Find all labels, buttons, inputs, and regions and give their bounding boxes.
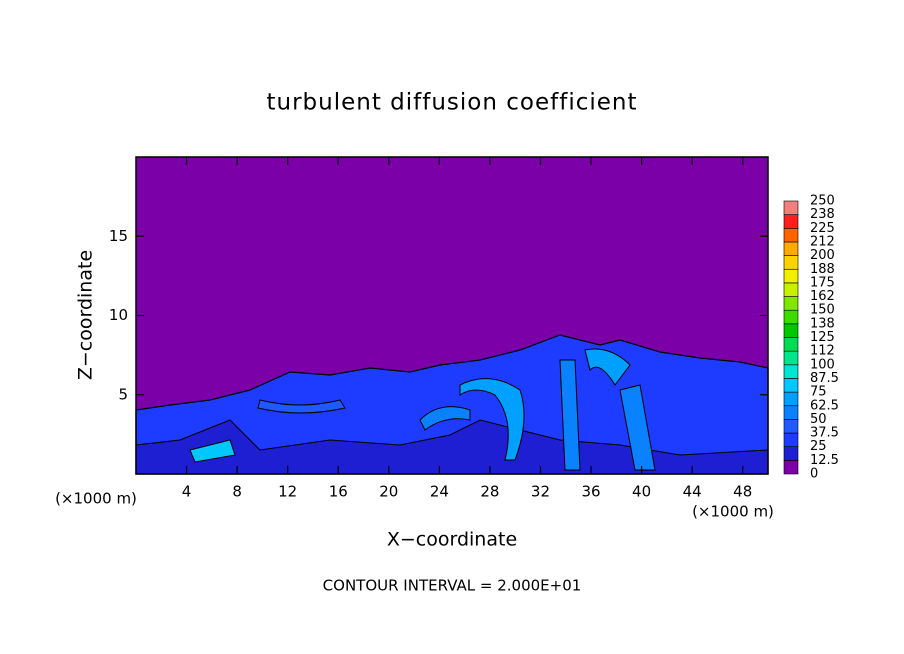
field-streak	[257, 399, 346, 414]
colorbar-label: 112	[810, 344, 835, 359]
colorbar-segment	[783, 309, 799, 325]
x-tick-label: 4	[182, 483, 192, 501]
field-streak	[559, 359, 581, 471]
colorbar-label: 62.5	[810, 398, 839, 413]
field-streak	[619, 384, 656, 471]
x-unit: (×1000 m)	[692, 503, 774, 521]
colorbar-label: 238	[810, 207, 835, 222]
x-tick-label: 20	[379, 483, 398, 501]
colorbar-segment	[783, 255, 799, 270]
colorbar-segment	[783, 296, 799, 311]
colorbar-segment	[783, 405, 799, 420]
x-tick-label: 28	[480, 483, 499, 501]
colorbar-label: 250	[810, 194, 835, 209]
field-streak	[419, 406, 471, 431]
x-tick-label: 8	[232, 483, 242, 501]
colorbar-label: 188	[810, 262, 835, 277]
colorbar-segment	[783, 214, 799, 229]
y-axis-label: Z−coordinate	[75, 250, 97, 380]
chart-title: turbulent diffusion coefficient	[266, 90, 637, 116]
x-tick-label: 32	[531, 483, 550, 501]
colorbar-segment	[783, 228, 799, 243]
colorbar-segment	[783, 378, 799, 393]
colorbar-segment	[783, 460, 799, 475]
colorbar-label: 225	[810, 221, 835, 236]
colorbar-label: 138	[810, 316, 835, 331]
colorbar-label: 87.5	[810, 371, 839, 386]
colorbar-label: 150	[810, 303, 835, 318]
colorbar-label: 25	[810, 439, 827, 454]
colorbar-label: 12.5	[810, 453, 839, 468]
colorbar-segment	[783, 268, 799, 284]
colorbar-label: 75	[810, 385, 827, 400]
colorbar-label: 175	[810, 275, 835, 290]
y-tick-label: 5	[118, 385, 128, 403]
colorbar-label: 100	[810, 357, 835, 372]
field-streak	[584, 348, 631, 386]
colorbar-label: 200	[810, 248, 835, 263]
colorbar-segment	[783, 446, 799, 461]
colorbar-label: 0	[810, 467, 818, 482]
x-axis-label: X−coordinate	[387, 529, 517, 551]
x-tick-label: 40	[632, 483, 651, 501]
colorbar-segment	[783, 282, 799, 297]
colorbar-segment	[783, 432, 799, 447]
colorbar-label: 50	[810, 412, 827, 427]
x-tick-label: 24	[430, 483, 449, 501]
x-tick-label: 12	[278, 483, 297, 501]
colorbar-label: 162	[810, 289, 835, 304]
x-tick-label: 48	[733, 483, 752, 501]
field-region	[135, 419, 769, 475]
y-tick-label: 15	[109, 227, 128, 245]
x-tick-label: 16	[329, 483, 348, 501]
y-tick-label: 10	[109, 306, 128, 324]
colorbar-segment	[783, 391, 799, 407]
colorbar-label: 125	[810, 330, 835, 345]
field-streak	[459, 378, 525, 461]
colorbar-segment	[783, 323, 799, 338]
colorbar-label: 37.5	[810, 426, 839, 441]
colorbar-label: 212	[810, 234, 835, 249]
colorbar-segment	[783, 364, 799, 379]
x-tick-label: 36	[581, 483, 600, 501]
footer: CONTOUR INTERVAL = 2.000E+01	[323, 577, 582, 595]
colorbar-segment	[783, 200, 799, 215]
colorbar-segment	[783, 337, 799, 352]
colorbar-segment	[783, 419, 799, 434]
field-streak	[189, 439, 236, 463]
field	[135, 157, 769, 475]
colorbar-segment	[783, 241, 799, 256]
x-tick-label: 44	[683, 483, 702, 501]
colorbar-segment	[783, 350, 799, 366]
x-unit: (×1000 m)	[55, 490, 137, 508]
